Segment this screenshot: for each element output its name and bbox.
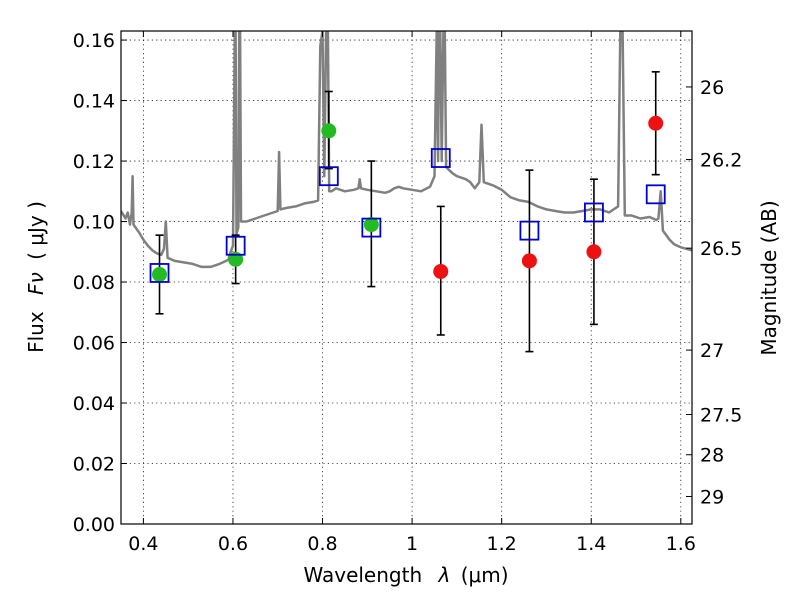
y2-tick-label: 26.2 <box>700 150 742 172</box>
grid-lines <box>121 31 692 525</box>
model-spectrum-line <box>121 31 692 269</box>
data-point-circle <box>586 244 602 260</box>
y-tick-label: 0.02 <box>73 454 115 476</box>
data-point-square <box>584 202 604 223</box>
data-point-square <box>318 166 339 187</box>
axis-ticks <box>121 31 692 525</box>
data-point-square <box>361 217 382 238</box>
data-point-square <box>225 235 246 256</box>
x-tick-label: 1.4 <box>576 533 606 555</box>
data-point-circle <box>648 115 664 131</box>
y2-tick-label: 26 <box>700 77 724 99</box>
data-point-circle <box>321 123 337 139</box>
x-tick-label: 0.4 <box>128 533 158 555</box>
y-tick-label: 0.10 <box>73 212 115 234</box>
data-point-circle <box>521 253 537 269</box>
y2-tick-label: 26.5 <box>700 238 742 260</box>
y-tick-label: 0.00 <box>73 514 115 536</box>
y-tick-label: 0.08 <box>73 272 115 294</box>
x-axis-label-unit: (μm) <box>461 563 509 587</box>
y2-tick-label: 27 <box>700 340 724 362</box>
y-tick-label: 0.12 <box>73 151 115 173</box>
x-tick-label: 0.8 <box>307 533 337 555</box>
x-axis-label: Wavelength λ (μm) <box>303 563 508 587</box>
x-tick-label: 1.6 <box>666 533 696 555</box>
data-point-square <box>149 263 170 283</box>
x-tick-label: 1 <box>406 533 418 555</box>
x-axis-label-symbol: λ <box>438 563 451 587</box>
x-tick-label: 0.6 <box>218 533 248 555</box>
data-point-square <box>430 148 451 168</box>
y-axis-label-symbol: Fν <box>24 272 48 295</box>
y2-tick-label: 28 <box>700 445 724 467</box>
y2-axis-label: Magnitude (AB) <box>757 200 781 355</box>
data-point-square <box>645 184 666 205</box>
y2-tick-label: 29 <box>700 486 724 508</box>
y-tick-label: 0.04 <box>73 393 115 415</box>
data-point-circle <box>433 263 449 279</box>
data-point-circle <box>152 266 168 282</box>
y-tick-label: 0.16 <box>73 30 115 52</box>
y-axis-label-text: Flux <box>24 311 48 353</box>
data-point-circle <box>363 217 379 233</box>
y-axis-label-unit: ( μJy ) <box>24 201 48 260</box>
y2-tick-label: 27.5 <box>700 405 742 427</box>
plot-area <box>121 31 692 353</box>
y-tick-label: 0.14 <box>73 91 115 113</box>
y-tick-label: 0.06 <box>73 333 115 355</box>
x-tick-label: 1.2 <box>487 533 517 555</box>
y-axis-label: Flux Fν ( μJy ) <box>24 201 48 353</box>
data-point-square <box>519 220 540 241</box>
x-axis-label-text: Wavelength <box>303 563 422 587</box>
plot-frame <box>120 30 693 525</box>
